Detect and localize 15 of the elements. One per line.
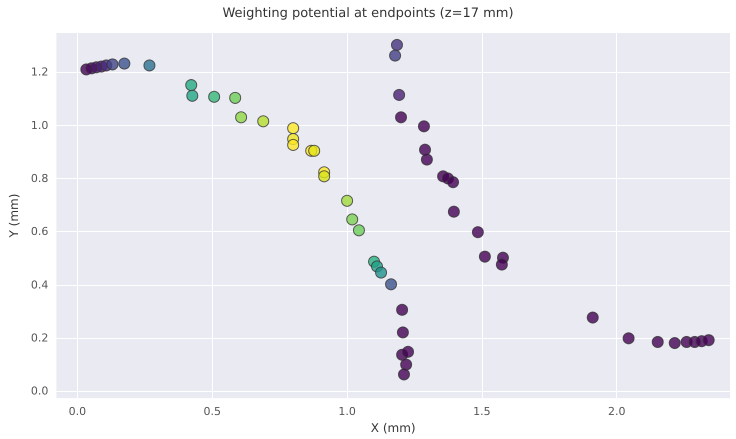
x-tick-label: 0.0 [68,405,86,418]
y-tick-label: 0.4 [30,278,48,292]
chart-title: Weighting potential at endpoints (z=17 mm) [222,6,514,21]
x-tick-label: 1.0 [338,405,356,418]
y-tick-label: 0.2 [30,332,48,345]
x-tick-label: 2.0 [608,405,626,418]
y-axis-title: Y (mm) [7,194,21,238]
y-tick-label: 1.2 [30,66,48,79]
x-tick-label: 0.5 [204,405,222,418]
y-tick-label: 0.0 [30,384,48,398]
y-tick-label: 0.8 [30,172,48,185]
x-tick-label: 1.5 [473,405,491,418]
y-tick-label: 1.0 [30,118,48,132]
y-tick-label: 0.6 [30,225,48,238]
x-axis-title: X (mm) [370,421,416,435]
